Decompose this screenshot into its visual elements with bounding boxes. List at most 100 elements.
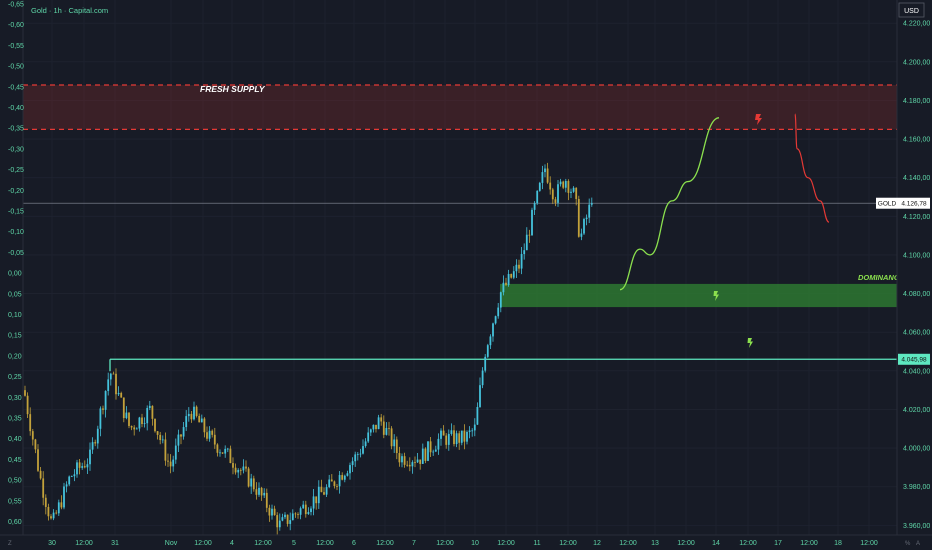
percent-toggle[interactable]: % [905, 541, 911, 547]
candle[interactable] [317, 480, 320, 509]
candle[interactable] [216, 443, 219, 457]
candle[interactable] [86, 458, 89, 474]
candle[interactable] [138, 416, 141, 432]
candle[interactable] [395, 436, 398, 460]
candle[interactable] [572, 186, 575, 193]
projection-up-path[interactable] [619, 117, 720, 291]
candle[interactable] [541, 165, 544, 190]
candle[interactable] [276, 512, 279, 535]
candle[interactable] [562, 180, 565, 190]
candle[interactable] [198, 413, 201, 423]
candle[interactable] [486, 343, 489, 358]
candle[interactable] [91, 437, 94, 454]
candle[interactable] [273, 505, 276, 516]
candle[interactable] [421, 443, 424, 464]
candle[interactable] [453, 425, 455, 447]
candle[interactable] [416, 453, 419, 463]
candle[interactable] [57, 499, 60, 516]
candle[interactable] [375, 424, 377, 433]
candle[interactable] [419, 459, 422, 470]
candle[interactable] [190, 411, 193, 423]
candle[interactable] [234, 463, 237, 475]
candle[interactable] [351, 457, 354, 472]
candle[interactable] [125, 406, 128, 420]
candle[interactable] [159, 431, 162, 445]
candle[interactable] [533, 201, 536, 215]
candle[interactable] [346, 470, 349, 477]
candle[interactable] [429, 436, 432, 457]
candle[interactable] [466, 430, 468, 445]
candle[interactable] [245, 460, 247, 472]
candle[interactable] [73, 469, 76, 482]
candle[interactable] [343, 474, 346, 483]
candle[interactable] [65, 481, 68, 493]
candle[interactable] [78, 458, 81, 475]
candle[interactable] [174, 438, 177, 464]
candle[interactable] [481, 367, 484, 389]
candle[interactable] [297, 512, 299, 519]
candle[interactable] [588, 198, 591, 224]
candle[interactable] [187, 407, 190, 422]
candle[interactable] [109, 372, 112, 386]
candle[interactable] [557, 179, 559, 207]
candle[interactable] [29, 407, 32, 436]
candles[interactable] [24, 162, 593, 535]
candle[interactable] [143, 417, 146, 428]
candle[interactable] [354, 451, 357, 467]
candle[interactable] [255, 482, 258, 500]
candle[interactable] [434, 445, 437, 452]
candle[interactable] [221, 452, 224, 455]
candle[interactable] [180, 433, 182, 445]
candle[interactable] [492, 322, 494, 342]
candle[interactable] [271, 504, 273, 520]
candle[interactable] [195, 405, 198, 418]
candle[interactable] [528, 229, 531, 243]
supply-zone[interactable] [23, 84, 897, 130]
candle[interactable] [463, 424, 466, 450]
candle[interactable] [232, 457, 234, 475]
candle[interactable] [206, 426, 208, 442]
candle[interactable] [258, 482, 260, 497]
candle[interactable] [102, 405, 104, 415]
candle[interactable] [494, 315, 497, 325]
candle[interactable] [403, 452, 406, 468]
candle[interactable] [68, 475, 71, 487]
candle[interactable] [515, 259, 518, 278]
candle[interactable] [278, 513, 281, 531]
candle[interactable] [333, 480, 336, 489]
candle[interactable] [169, 454, 172, 474]
candle[interactable] [226, 447, 229, 453]
candle[interactable] [479, 377, 481, 408]
candle[interactable] [385, 422, 388, 436]
candle[interactable] [52, 509, 55, 521]
candle[interactable] [115, 368, 117, 400]
time-axis[interactable]: 30 12:00 31 Nov 12:00 4 12:00 5 12:00 6 12:00 7 12:0… [48, 540, 878, 547]
candle[interactable] [156, 430, 159, 440]
candle[interactable] [408, 457, 411, 472]
candle[interactable] [307, 507, 310, 515]
candle[interactable] [583, 217, 585, 235]
candle[interactable] [320, 479, 323, 493]
candle[interactable] [146, 405, 149, 431]
candle[interactable] [372, 424, 375, 433]
candle[interactable] [104, 390, 107, 418]
candle[interactable] [50, 514, 52, 520]
candle[interactable] [42, 471, 45, 506]
candle[interactable] [432, 449, 435, 456]
candle[interactable] [60, 495, 63, 510]
currency-badge[interactable]: USD [898, 2, 925, 18]
demand-zone[interactable] [500, 283, 897, 308]
candle[interactable] [289, 512, 292, 531]
candle[interactable] [580, 228, 583, 241]
candle[interactable] [382, 415, 385, 439]
candle[interactable] [302, 500, 305, 509]
candle[interactable] [411, 460, 414, 474]
log-scale-icon[interactable]: Z [8, 541, 12, 547]
candle[interactable] [512, 266, 515, 280]
candle[interactable] [263, 488, 266, 499]
candle[interactable] [211, 429, 214, 438]
candle[interactable] [525, 227, 528, 251]
candle[interactable] [133, 425, 136, 436]
candle[interactable] [406, 460, 409, 467]
candle[interactable] [554, 196, 557, 207]
